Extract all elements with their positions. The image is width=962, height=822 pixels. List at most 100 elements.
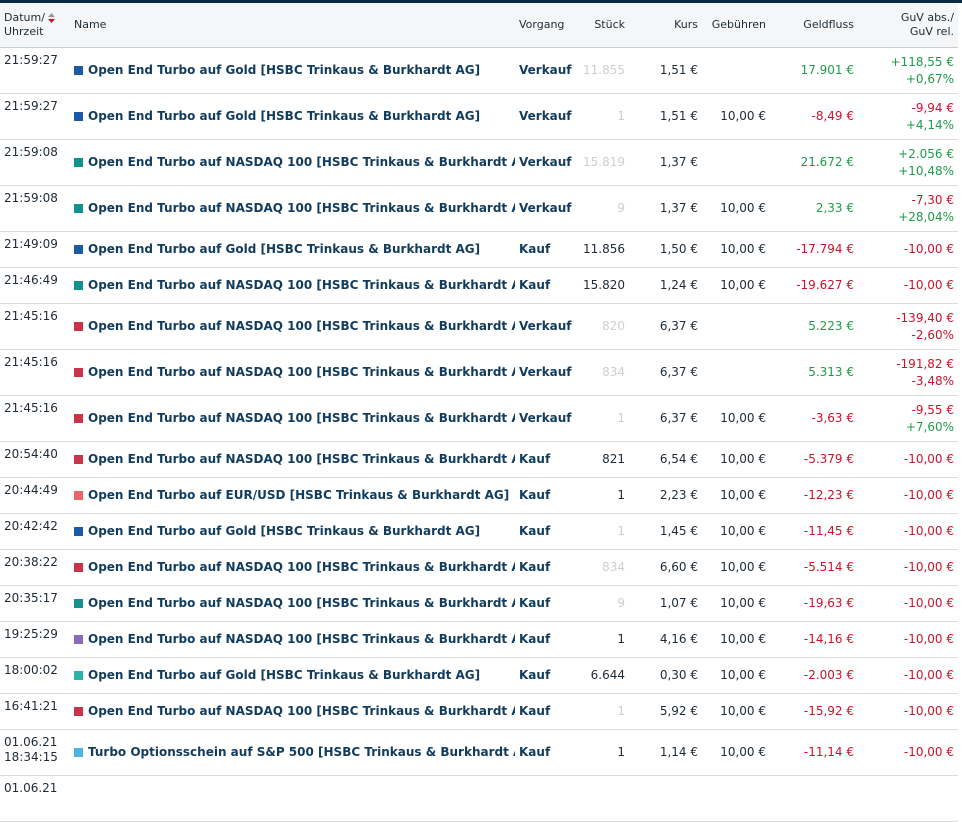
- stueck: 11.855: [583, 63, 625, 77]
- product-name[interactable]: Open End Turbo auf NASDAQ 100 [HSBC Trin…: [88, 632, 515, 646]
- product-name[interactable]: Turbo Optionsschein auf S&P 500 [HSBC Tr…: [88, 745, 515, 759]
- product-name[interactable]: Open End Turbo auf NASDAQ 100 [HSBC Trin…: [88, 278, 515, 292]
- guv-abs: -9,94 €: [911, 100, 955, 115]
- name-cell: Turbo Optionsschein auf S&P 500 [HSBC Tr…: [70, 729, 515, 776]
- gebuehren-cell: [702, 47, 770, 94]
- name-cell: Open End Turbo auf NASDAQ 100 [HSBC Trin…: [70, 349, 515, 396]
- product-name[interactable]: Open End Turbo auf NASDAQ 100 [HSBC Trin…: [88, 319, 515, 333]
- guv-abs: -10,00 €: [903, 632, 954, 646]
- guv-cell: -10,00 €: [858, 693, 958, 730]
- header-geldfluss[interactable]: Geldfluss: [770, 3, 858, 48]
- transaction-row[interactable]: 20:42:42 Open End Turbo auf Gold [HSBC Tr…: [0, 513, 958, 550]
- vorgang-cell: Kauf: [515, 477, 577, 514]
- product-name[interactable]: Open End Turbo auf Gold [HSBC Trinkaus &…: [88, 668, 481, 682]
- guv-cell: -10,00 €: [858, 513, 958, 550]
- product-name[interactable]: Open End Turbo auf NASDAQ 100 [HSBC Trin…: [88, 452, 515, 466]
- gebuehren: 10,00 €: [720, 560, 766, 574]
- vorgang-cell: Verkauf: [515, 395, 577, 442]
- stueck: 1: [617, 109, 625, 123]
- kurs: 5,92 €: [659, 704, 698, 718]
- transaction-row[interactable]: 20:44:49 Open End Turbo auf EUR/USD [HSBC…: [0, 477, 958, 514]
- guv-cell: -10,00 €: [858, 549, 958, 586]
- kurs-cell: 1,37 €: [629, 139, 702, 186]
- transaction-row[interactable]: 20:38:22 Open End Turbo auf NASDAQ 100 [H…: [0, 549, 958, 586]
- header-vorgang[interactable]: Vorgang: [515, 3, 577, 48]
- transaction-row[interactable]: 20:54:40 Open End Turbo auf NASDAQ 100 [H…: [0, 441, 958, 478]
- datetime-cell: 16:41:21: [0, 693, 70, 730]
- gebuehren-cell: [702, 349, 770, 396]
- guv-cell: -10,00 €: [858, 477, 958, 514]
- kurs-cell: 1,14 €: [629, 729, 702, 776]
- header-stueck[interactable]: Stück: [577, 3, 629, 48]
- transaction-row[interactable]: 20:35:17 Open End Turbo auf NASDAQ 100 [H…: [0, 585, 958, 622]
- header-name[interactable]: Name: [70, 3, 515, 48]
- stueck: 9: [617, 596, 625, 610]
- transaction-row[interactable]: 21:59:27 Open End Turbo auf Gold [HSBC Tr…: [0, 47, 958, 94]
- product-name[interactable]: Open End Turbo auf NASDAQ 100 [HSBC Trin…: [88, 155, 515, 169]
- time: 21:45:16: [4, 401, 58, 415]
- kurs: 1,50 €: [659, 242, 698, 256]
- product-name[interactable]: Open End Turbo auf Gold [HSBC Trinkaus &…: [88, 242, 481, 256]
- header-kurs[interactable]: Kurs: [629, 3, 702, 48]
- transaction-row[interactable]: 19:25:29 Open End Turbo auf NASDAQ 100 [H…: [0, 621, 958, 658]
- kurs: 1,45 €: [659, 524, 698, 538]
- vorgang-cell: Kauf: [515, 657, 577, 694]
- gebuehren: 10,00 €: [720, 524, 766, 538]
- transaction-row[interactable]: 21:45:16 Open End Turbo auf NASDAQ 100 [H…: [0, 303, 958, 350]
- transaction-row[interactable]: 21:59:27 Open End Turbo auf Gold [HSBC Tr…: [0, 93, 958, 140]
- transaction-row[interactable]: 21:45:16 Open End Turbo auf NASDAQ 100 [H…: [0, 395, 958, 442]
- kurs-cell: 6,60 €: [629, 549, 702, 586]
- datetime-cell: 21:45:16: [0, 395, 70, 442]
- product-name[interactable]: Open End Turbo auf Gold [HSBC Trinkaus &…: [88, 109, 481, 123]
- stueck: 1: [617, 524, 625, 538]
- sort-icon: [47, 13, 55, 23]
- stueck-cell: 15.820: [577, 267, 629, 304]
- product-name[interactable]: Open End Turbo auf NASDAQ 100 [HSBC Trin…: [88, 201, 515, 215]
- transaction-row[interactable]: 21:49:09 Open End Turbo auf Gold [HSBC Tr…: [0, 231, 958, 268]
- gebuehren: 10,00 €: [720, 488, 766, 502]
- product-name[interactable]: Open End Turbo auf NASDAQ 100 [HSBC Trin…: [88, 365, 515, 379]
- name-cell: Open End Turbo auf Gold [HSBC Trinkaus &…: [70, 657, 515, 694]
- guv-abs: -10,00 €: [903, 745, 954, 759]
- product-name[interactable]: Open End Turbo auf NASDAQ 100 [HSBC Trin…: [88, 596, 515, 610]
- product-color-marker: [74, 414, 83, 423]
- datetime-cell: 21:59:08: [0, 139, 70, 186]
- transaction-row[interactable]: 16:41:21 Open End Turbo auf NASDAQ 100 [H…: [0, 693, 958, 730]
- product-name[interactable]: Open End Turbo auf NASDAQ 100 [HSBC Trin…: [88, 704, 515, 718]
- guv-cell: +118,55 € +0,67%: [858, 47, 958, 94]
- transaction-row[interactable]: 21:45:16 Open End Turbo auf NASDAQ 100 [H…: [0, 349, 958, 396]
- gebuehren-cell: 10,00 €: [702, 693, 770, 730]
- name-cell: Open End Turbo auf NASDAQ 100 [HSBC Trin…: [70, 621, 515, 658]
- vorgang: Verkauf: [519, 155, 572, 169]
- product-name[interactable]: Open End Turbo auf NASDAQ 100 [HSBC Trin…: [88, 411, 515, 425]
- date: 01.06.21: [4, 735, 58, 749]
- transaction-row[interactable]: 18:00:02 Open End Turbo auf Gold [HSBC Tr…: [0, 657, 958, 694]
- kurs-cell: 1,07 €: [629, 585, 702, 622]
- transaction-row[interactable]: 21:46:49 Open End Turbo auf NASDAQ 100 [H…: [0, 267, 958, 304]
- guv-cell: -9,55 € +7,60%: [858, 395, 958, 442]
- datetime-cell: 21:45:16: [0, 349, 70, 396]
- product-name[interactable]: Open End Turbo auf Gold [HSBC Trinkaus &…: [88, 524, 481, 538]
- table-body: 21:59:27 Open End Turbo auf Gold [HSBC Tr…: [0, 47, 958, 822]
- geldfluss: -12,23 €: [803, 488, 854, 502]
- header-label: Stück: [594, 18, 625, 31]
- datetime-cell: 20:38:22: [0, 549, 70, 586]
- transaction-row[interactable]: 21:59:08 Open End Turbo auf NASDAQ 100 [H…: [0, 185, 958, 232]
- header-gebuehren[interactable]: Gebühren: [702, 3, 770, 48]
- product-name[interactable]: Open End Turbo auf NASDAQ 100 [HSBC Trin…: [88, 560, 515, 574]
- product-color-marker: [74, 563, 83, 572]
- header-guv[interactable]: GuV abs./GuV rel.: [858, 3, 958, 48]
- product-name[interactable]: Open End Turbo auf Gold [HSBC Trinkaus &…: [88, 63, 481, 77]
- stueck: 820: [602, 319, 625, 333]
- kurs-cell: 2,23 €: [629, 477, 702, 514]
- time: 20:54:40: [4, 447, 58, 461]
- transaction-row[interactable]: 21:59:08 Open End Turbo auf NASDAQ 100 [H…: [0, 139, 958, 186]
- guv-cell: -10,00 €: [858, 729, 958, 776]
- header-datum[interactable]: Datum/Uhrzeit: [0, 3, 70, 48]
- gebuehren-cell: 10,00 €: [702, 185, 770, 232]
- product-name[interactable]: Open End Turbo auf EUR/USD [HSBC Trinkau…: [88, 488, 510, 502]
- transaction-row[interactable]: 01.06.21: [0, 775, 958, 822]
- transaction-row[interactable]: 01.06.21 18:34:15 Turbo Optionsschein auf …: [0, 729, 958, 776]
- guv-abs: -10,00 €: [903, 452, 954, 466]
- header-label: GuV abs./: [900, 11, 954, 24]
